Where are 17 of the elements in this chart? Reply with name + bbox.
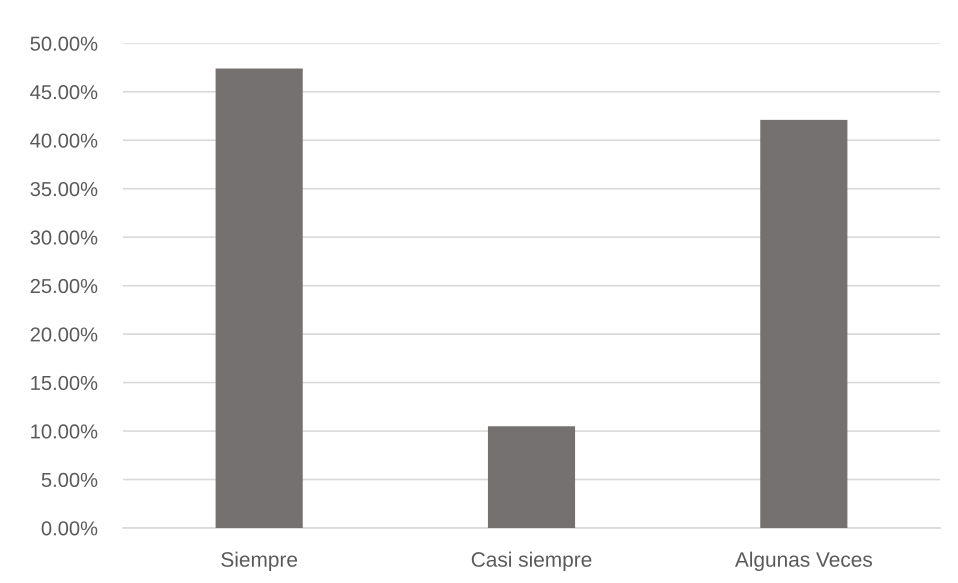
y-tick-label: 35.00% (30, 182, 98, 196)
y-tick-label: 5.00% (42, 472, 98, 488)
y-tick-label: 15.00% (31, 376, 98, 390)
y-tick-label: 0.00% (42, 521, 98, 536)
x-tick-label: Algunas Veces (734, 552, 872, 572)
y-tick-label: 20.00% (30, 327, 98, 342)
y-tick-label: 50.00% (30, 36, 98, 51)
y-tick-label: 45.00% (30, 85, 98, 100)
x-tick-label: Siempre (221, 552, 298, 572)
bar (216, 68, 303, 528)
y-tick-label: 30.00% (30, 230, 98, 245)
x-tick-label: Casi siempre (472, 552, 592, 572)
y-tick-label: 10.00% (31, 424, 98, 439)
bar (760, 120, 848, 528)
y-tick-label: 25.00% (30, 278, 98, 294)
bar (488, 426, 576, 528)
y-tick-label: 40.00% (30, 133, 98, 148)
